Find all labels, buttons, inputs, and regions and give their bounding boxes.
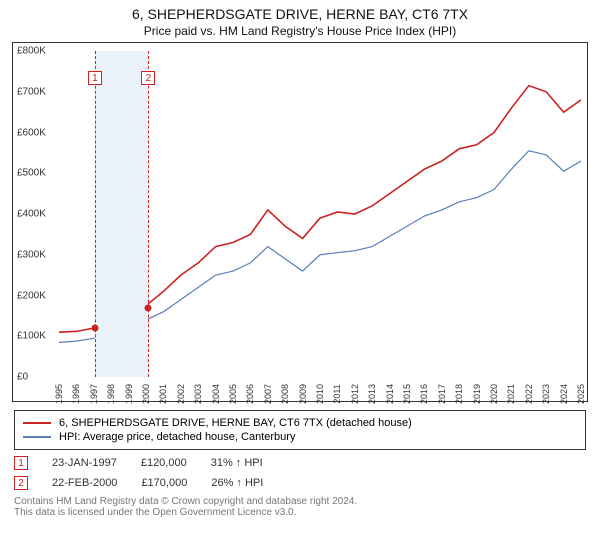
transaction-row: 2 22-FEB-2000 £170,000 26% ↑ HPI xyxy=(14,476,586,490)
y-axis-tick: £0 xyxy=(17,372,28,383)
transaction-date: 23-JAN-1997 xyxy=(52,457,117,469)
chart: 12 £0£100K£200K£300K£400K£500K£600K£700K… xyxy=(12,42,588,402)
highlight-band xyxy=(95,51,149,377)
plot-area: 12 xyxy=(59,51,581,377)
x-axis-tick: 2017 xyxy=(437,384,447,404)
transaction-hpi-delta: 31% ↑ HPI xyxy=(211,457,263,469)
x-axis-tick: 1996 xyxy=(71,384,81,404)
x-axis-tick: 2001 xyxy=(158,384,168,404)
x-axis-tick: 2003 xyxy=(193,384,203,404)
y-axis-tick: £100K xyxy=(17,331,46,342)
marker-badge: 2 xyxy=(14,476,28,490)
x-axis-tick: 2006 xyxy=(245,384,255,404)
legend-label: HPI: Average price, detached house, Cant… xyxy=(59,431,295,443)
page-subtitle: Price paid vs. HM Land Registry's House … xyxy=(0,24,600,38)
x-axis-tick: 2009 xyxy=(298,384,308,404)
transaction-date: 22-FEB-2000 xyxy=(52,477,117,489)
marker-badge: 1 xyxy=(14,456,28,470)
marker-badge: 2 xyxy=(141,71,155,85)
x-axis-tick: 2022 xyxy=(524,384,534,404)
marker-dot xyxy=(91,325,98,332)
licence-line: This data is licensed under the Open Gov… xyxy=(14,507,586,518)
legend-item-hpi: HPI: Average price, detached house, Cant… xyxy=(23,431,577,443)
x-axis-tick: 1999 xyxy=(124,384,134,404)
x-axis-tick: 2019 xyxy=(472,384,482,404)
x-axis-tick: 2011 xyxy=(332,384,342,403)
y-axis-tick: £200K xyxy=(17,290,46,301)
y-axis-tick: £300K xyxy=(17,249,46,260)
legend-swatch xyxy=(23,436,51,438)
page-title: 6, SHEPHERDSGATE DRIVE, HERNE BAY, CT6 7… xyxy=(0,6,600,22)
legend-swatch xyxy=(23,422,51,424)
x-axis-tick: 2002 xyxy=(176,384,186,404)
title-block: 6, SHEPHERDSGATE DRIVE, HERNE BAY, CT6 7… xyxy=(0,0,600,38)
x-axis-tick: 2025 xyxy=(576,384,586,404)
x-axis-tick: 2008 xyxy=(280,384,290,404)
x-axis-tick: 2016 xyxy=(419,384,429,404)
x-axis-tick: 2014 xyxy=(385,384,395,404)
y-axis-tick: £800K xyxy=(17,46,46,57)
x-axis-tick: 2020 xyxy=(489,384,499,404)
x-axis-tick: 2000 xyxy=(141,384,151,404)
marker-badge: 1 xyxy=(88,71,102,85)
transaction-price: £170,000 xyxy=(141,477,187,489)
licence-line: Contains HM Land Registry data © Crown c… xyxy=(14,496,586,507)
marker-vline xyxy=(148,51,149,377)
transaction-hpi-delta: 26% ↑ HPI xyxy=(211,477,263,489)
y-axis-tick: £700K xyxy=(17,86,46,97)
x-axis-tick: 2010 xyxy=(315,384,325,404)
legend-item-price-paid: 6, SHEPHERDSGATE DRIVE, HERNE BAY, CT6 7… xyxy=(23,417,577,429)
x-axis-tick: 2004 xyxy=(211,384,221,404)
transaction-row: 1 23-JAN-1997 £120,000 31% ↑ HPI xyxy=(14,456,586,470)
x-axis-tick: 1997 xyxy=(89,384,99,404)
legend: 6, SHEPHERDSGATE DRIVE, HERNE BAY, CT6 7… xyxy=(14,410,586,450)
marker-dot xyxy=(145,304,152,311)
y-axis-tick: £500K xyxy=(17,168,46,179)
x-axis-tick: 1998 xyxy=(106,384,116,404)
transaction-price: £120,000 xyxy=(141,457,187,469)
x-axis-tick: 2007 xyxy=(263,384,273,404)
licence-text: Contains HM Land Registry data © Crown c… xyxy=(14,496,586,518)
x-axis-tick: 2021 xyxy=(506,384,516,404)
x-axis-tick: 2015 xyxy=(402,384,412,404)
y-axis-tick: £600K xyxy=(17,127,46,138)
x-axis-tick: 2013 xyxy=(367,384,377,404)
x-axis-tick: 2023 xyxy=(541,384,551,404)
x-axis-tick: 2012 xyxy=(350,384,360,404)
legend-label: 6, SHEPHERDSGATE DRIVE, HERNE BAY, CT6 7… xyxy=(59,417,412,429)
x-axis-tick: 2005 xyxy=(228,384,238,404)
x-axis-tick: 1995 xyxy=(54,384,64,404)
y-axis-tick: £400K xyxy=(17,209,46,220)
x-axis-tick: 2018 xyxy=(454,384,464,404)
x-axis-tick: 2024 xyxy=(559,384,569,404)
